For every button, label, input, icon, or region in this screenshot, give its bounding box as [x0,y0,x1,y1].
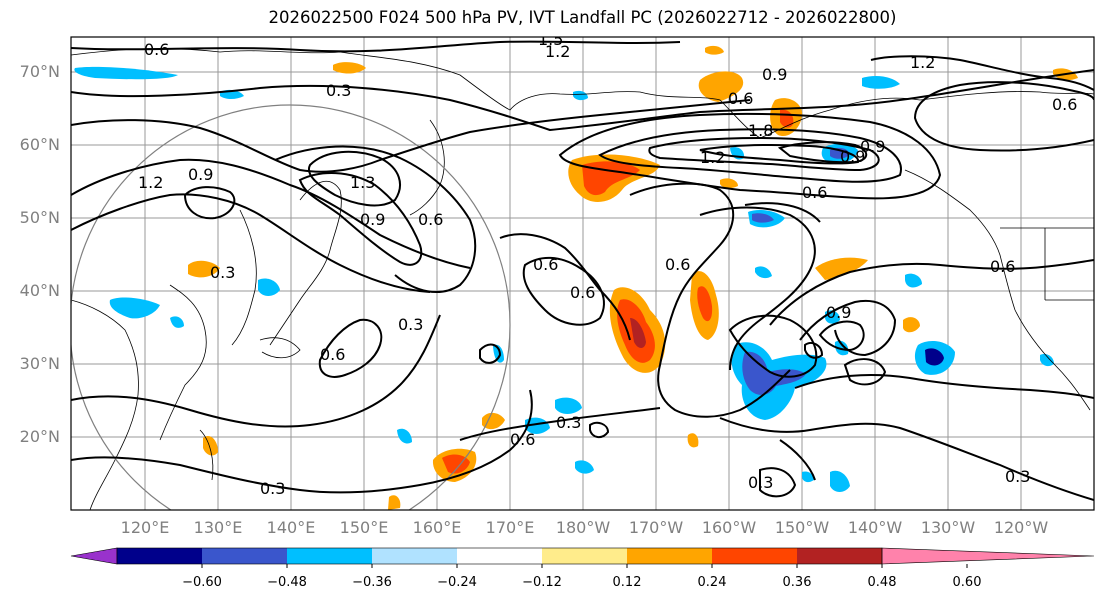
contour-label: 0.6 [144,40,169,59]
latitude-label: 60°N [19,135,60,154]
longitude-label: 170°W [628,518,684,537]
contour-label: 1.2 [545,42,570,61]
contour-label: 0.6 [990,257,1015,276]
colorbar-tick-label: −0.48 [267,575,307,590]
colorbar-tick-label: 0.60 [952,575,982,590]
contour-label: 0.6 [728,89,753,108]
range-ring [71,104,511,510]
contour-label: 1.3 [350,173,375,192]
contour-label: 0.6 [802,183,827,202]
latitude-label: 30°N [19,354,60,373]
contour-label: 0.3 [260,479,285,498]
colorbar-tick-label: −0.36 [352,575,392,590]
colorbar-segment [287,548,372,564]
contour-label: 0.6 [570,283,595,302]
graticule [71,37,1094,510]
contour-label: 0.3 [1005,467,1030,486]
contour-label: 0.6 [665,255,690,274]
contour-label: 0.3 [326,81,351,100]
colorbar-segment [117,548,202,564]
contour-label: 0.6 [1052,95,1077,114]
colorbar-tick-label: 0.36 [782,575,812,590]
contour-label: 0.9 [840,147,865,166]
colorbar-tick-label: 0.48 [867,575,897,590]
colorbar-tick-label: −0.60 [182,575,222,590]
colorbar-extend-low [70,547,118,565]
contour-label: 0.3 [748,473,773,492]
contour-label: 1.2 [138,173,163,192]
contour-label: 0.6 [418,210,443,229]
colorbar [70,547,1095,568]
contour-label: 1.5 [538,30,563,49]
colorbar-extend-high [881,547,1095,565]
map-border [70,36,1095,511]
longitude-label: 180°W [555,518,611,537]
longitude-label: 160°E [412,518,462,537]
contour-label: 0.3 [398,315,423,334]
contour-label: 0.9 [826,303,851,322]
longitude-label: 160°W [701,518,757,537]
contour-label: 0.6 [320,345,345,364]
longitude-label: 120°W [993,518,1049,537]
colorbar-segment [372,548,457,564]
colorbar-tick-label: −0.12 [522,575,562,590]
contour-label: 0.3 [556,413,581,432]
colorbar-tick-label: −0.24 [437,575,477,590]
pv-contours [71,40,1094,501]
contour-label: 0.9 [360,210,385,229]
map-title: 2026022500 F024 500 hPa PV, IVT Landfall… [268,8,897,27]
latitude-label: 20°N [19,427,60,446]
coastlines [71,48,1094,510]
longitude-label: 150°W [774,518,830,537]
contour-label: 1.2 [910,53,935,72]
colorbar-segment [202,548,287,564]
contour-labels: 0.6 1.2 1.5 0.3 0.9 1.2 0.9 1.3 0.6 0.9 … [138,30,1077,498]
longitude-label: 140°E [266,518,316,537]
colorbar-tick-label: 0.24 [697,575,727,590]
colorbar-outline [116,547,883,565]
longitude-label: 130°W [920,518,976,537]
contour-label: 0.3 [210,263,235,282]
latitude-label: 50°N [19,208,60,227]
contour-label: 0.6 [510,430,535,449]
contour-label: 0.9 [762,65,787,84]
colorbar-segment [542,548,627,564]
colorbar-tick-label: 0.12 [612,575,642,590]
contour-label: 0.6 [533,255,558,274]
contour-label: 0.9 [188,165,213,184]
longitude-label: 150°E [339,518,389,537]
longitude-label: 170°E [485,518,535,537]
longitude-label: 140°W [847,518,903,537]
latitude-label: 40°N [19,281,60,300]
latitude-label: 70°N [19,62,60,81]
colorbar-segment [457,548,542,564]
contour-label: 1.2 [700,148,725,167]
colorbar-segment [797,548,882,564]
longitude-label: 130°E [193,518,243,537]
contour-label: 0.9 [860,137,885,156]
colorbar-segment [712,548,797,564]
colorbar-segment [627,548,712,564]
contour-label: 1.8 [748,121,773,140]
longitude-label: 120°E [120,518,170,537]
